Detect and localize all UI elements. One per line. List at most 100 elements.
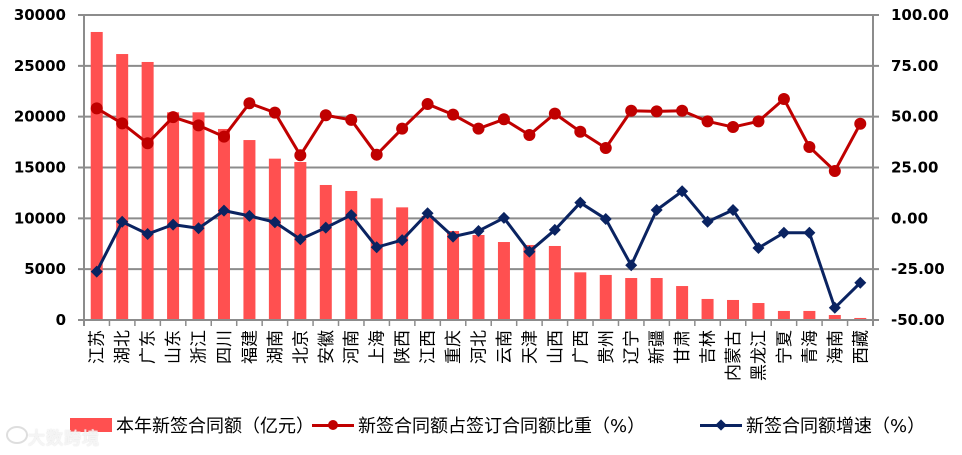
bar <box>701 298 714 320</box>
bar <box>116 54 129 320</box>
bar <box>396 207 409 320</box>
category-label: 安徽 <box>317 330 337 364</box>
diamond-marker-icon <box>574 196 587 209</box>
circle-marker-icon <box>497 113 510 126</box>
category-label: 广西 <box>571 330 591 364</box>
category-label: 天津 <box>520 330 540 364</box>
bar <box>803 310 816 320</box>
category-label: 贵州 <box>597 330 617 364</box>
diamond-marker-icon <box>472 224 485 237</box>
diamond-marker-icon <box>828 301 841 314</box>
diamond-marker-icon <box>523 245 536 258</box>
left-axis-tick-label: 5000 <box>24 260 66 278</box>
diamond-marker-icon <box>396 234 409 247</box>
circle-marker-icon <box>701 115 714 128</box>
left-axis-tick-labels: 0 5000 10000 15000 20000 25000 30000 <box>14 6 66 329</box>
category-labels: 江苏 湖北 广东 山东 浙江 四川 福建 湖南 北京 安徽 河南 上海 陕西 江西 重庆 河北 云南 天津 山西 广西… <box>88 330 872 381</box>
bar <box>752 303 765 320</box>
diamond-marker-icon <box>421 207 434 220</box>
category-label: 浙江 <box>190 330 210 364</box>
bar <box>141 61 154 320</box>
legend-label-growth: 新签合同额增速（%） <box>746 416 926 437</box>
circle-marker-icon <box>268 106 281 119</box>
diamond-marker-icon <box>599 212 612 225</box>
bar <box>854 317 867 320</box>
category-label: 山西 <box>546 330 566 364</box>
bar <box>777 310 790 320</box>
category-label: 江西 <box>419 330 439 364</box>
category-label: 宁夏 <box>775 330 795 364</box>
bar <box>167 112 180 320</box>
circle-marker-icon <box>116 117 129 130</box>
circle-marker-icon <box>828 164 841 177</box>
diamond-marker-icon <box>116 215 129 228</box>
legend-label-ratio: 新签合同额占签订合同额比重（%） <box>358 416 646 437</box>
circle-marker-icon <box>472 122 485 135</box>
circle-marker-icon <box>447 108 460 121</box>
diamond-marker-icon <box>243 209 256 222</box>
bar <box>676 286 689 320</box>
bar <box>497 242 510 320</box>
right-axis-tick-label: 50.00 <box>891 108 938 126</box>
diamond-marker-icon <box>217 204 230 217</box>
circle-marker-icon <box>548 107 561 120</box>
circle-marker-icon <box>294 149 307 162</box>
category-label: 内蒙古 <box>724 330 744 381</box>
category-label: 辽宁 <box>622 330 642 364</box>
circle-marker-icon <box>370 148 383 161</box>
category-label: 湖南 <box>266 330 286 364</box>
bar <box>192 112 205 320</box>
circle-marker-icon <box>523 128 536 141</box>
category-label: 河北 <box>470 330 490 364</box>
diamond-marker-icon <box>625 259 638 272</box>
bar <box>523 244 536 320</box>
bar <box>472 235 485 320</box>
diamond-marker-icon <box>268 216 281 229</box>
circle-marker-icon <box>217 130 230 143</box>
left-axis-tick-label: 25000 <box>14 57 66 75</box>
bar <box>447 231 460 320</box>
circle-marker-icon <box>421 98 434 111</box>
category-label: 黑龙江 <box>749 330 769 381</box>
category-label: 福建 <box>240 330 260 364</box>
diamond-marker-icon <box>548 223 561 236</box>
category-label: 海南 <box>826 330 846 364</box>
diamond-marker-icon <box>167 218 180 231</box>
category-label: 吉林 <box>699 330 719 364</box>
diamond-marker-icon <box>345 209 358 222</box>
diamond-marker-icon <box>319 221 332 234</box>
circle-marker-icon <box>803 140 816 153</box>
circle-marker-icon <box>676 104 689 117</box>
diamond-marker-icon <box>650 203 663 216</box>
category-label: 云南 <box>495 330 515 364</box>
left-axis-tick-label: 15000 <box>14 159 66 177</box>
bar <box>268 158 281 320</box>
category-label: 河南 <box>342 330 362 364</box>
diamond-marker-icon <box>676 185 689 198</box>
bar <box>599 274 612 320</box>
diamond-marker-icon <box>192 222 205 235</box>
category-label: 陕西 <box>393 330 413 364</box>
left-axis-tick-label: 10000 <box>14 209 66 227</box>
watermark-logo-icon <box>6 426 28 444</box>
diamond-marker-icon <box>370 241 383 254</box>
diamond-marker-icon <box>854 276 867 289</box>
left-axis-tick-label: 30000 <box>14 6 66 24</box>
bar <box>625 278 638 320</box>
bar <box>421 215 434 320</box>
bar <box>650 278 663 320</box>
diamond-marker-icon <box>141 227 154 240</box>
category-label: 山东 <box>164 330 184 364</box>
circle-marker-icon <box>90 102 103 115</box>
category-label: 江苏 <box>88 330 108 364</box>
diamond-marker-icon <box>752 242 765 255</box>
circle-marker-icon <box>752 115 765 128</box>
category-label: 广东 <box>139 330 159 364</box>
right-axis-tick-label: -50.00 <box>891 311 945 329</box>
right-axis-tick-labels: -50.00 -25.00 0.00 25.00 50.00 75.00 100.00 <box>891 6 949 329</box>
bar <box>828 315 841 320</box>
diamond-marker-line-icon <box>700 418 742 432</box>
bar-swatch-icon <box>70 418 112 432</box>
legend-label-bar: 本年新签合同额（亿元） <box>116 416 314 437</box>
